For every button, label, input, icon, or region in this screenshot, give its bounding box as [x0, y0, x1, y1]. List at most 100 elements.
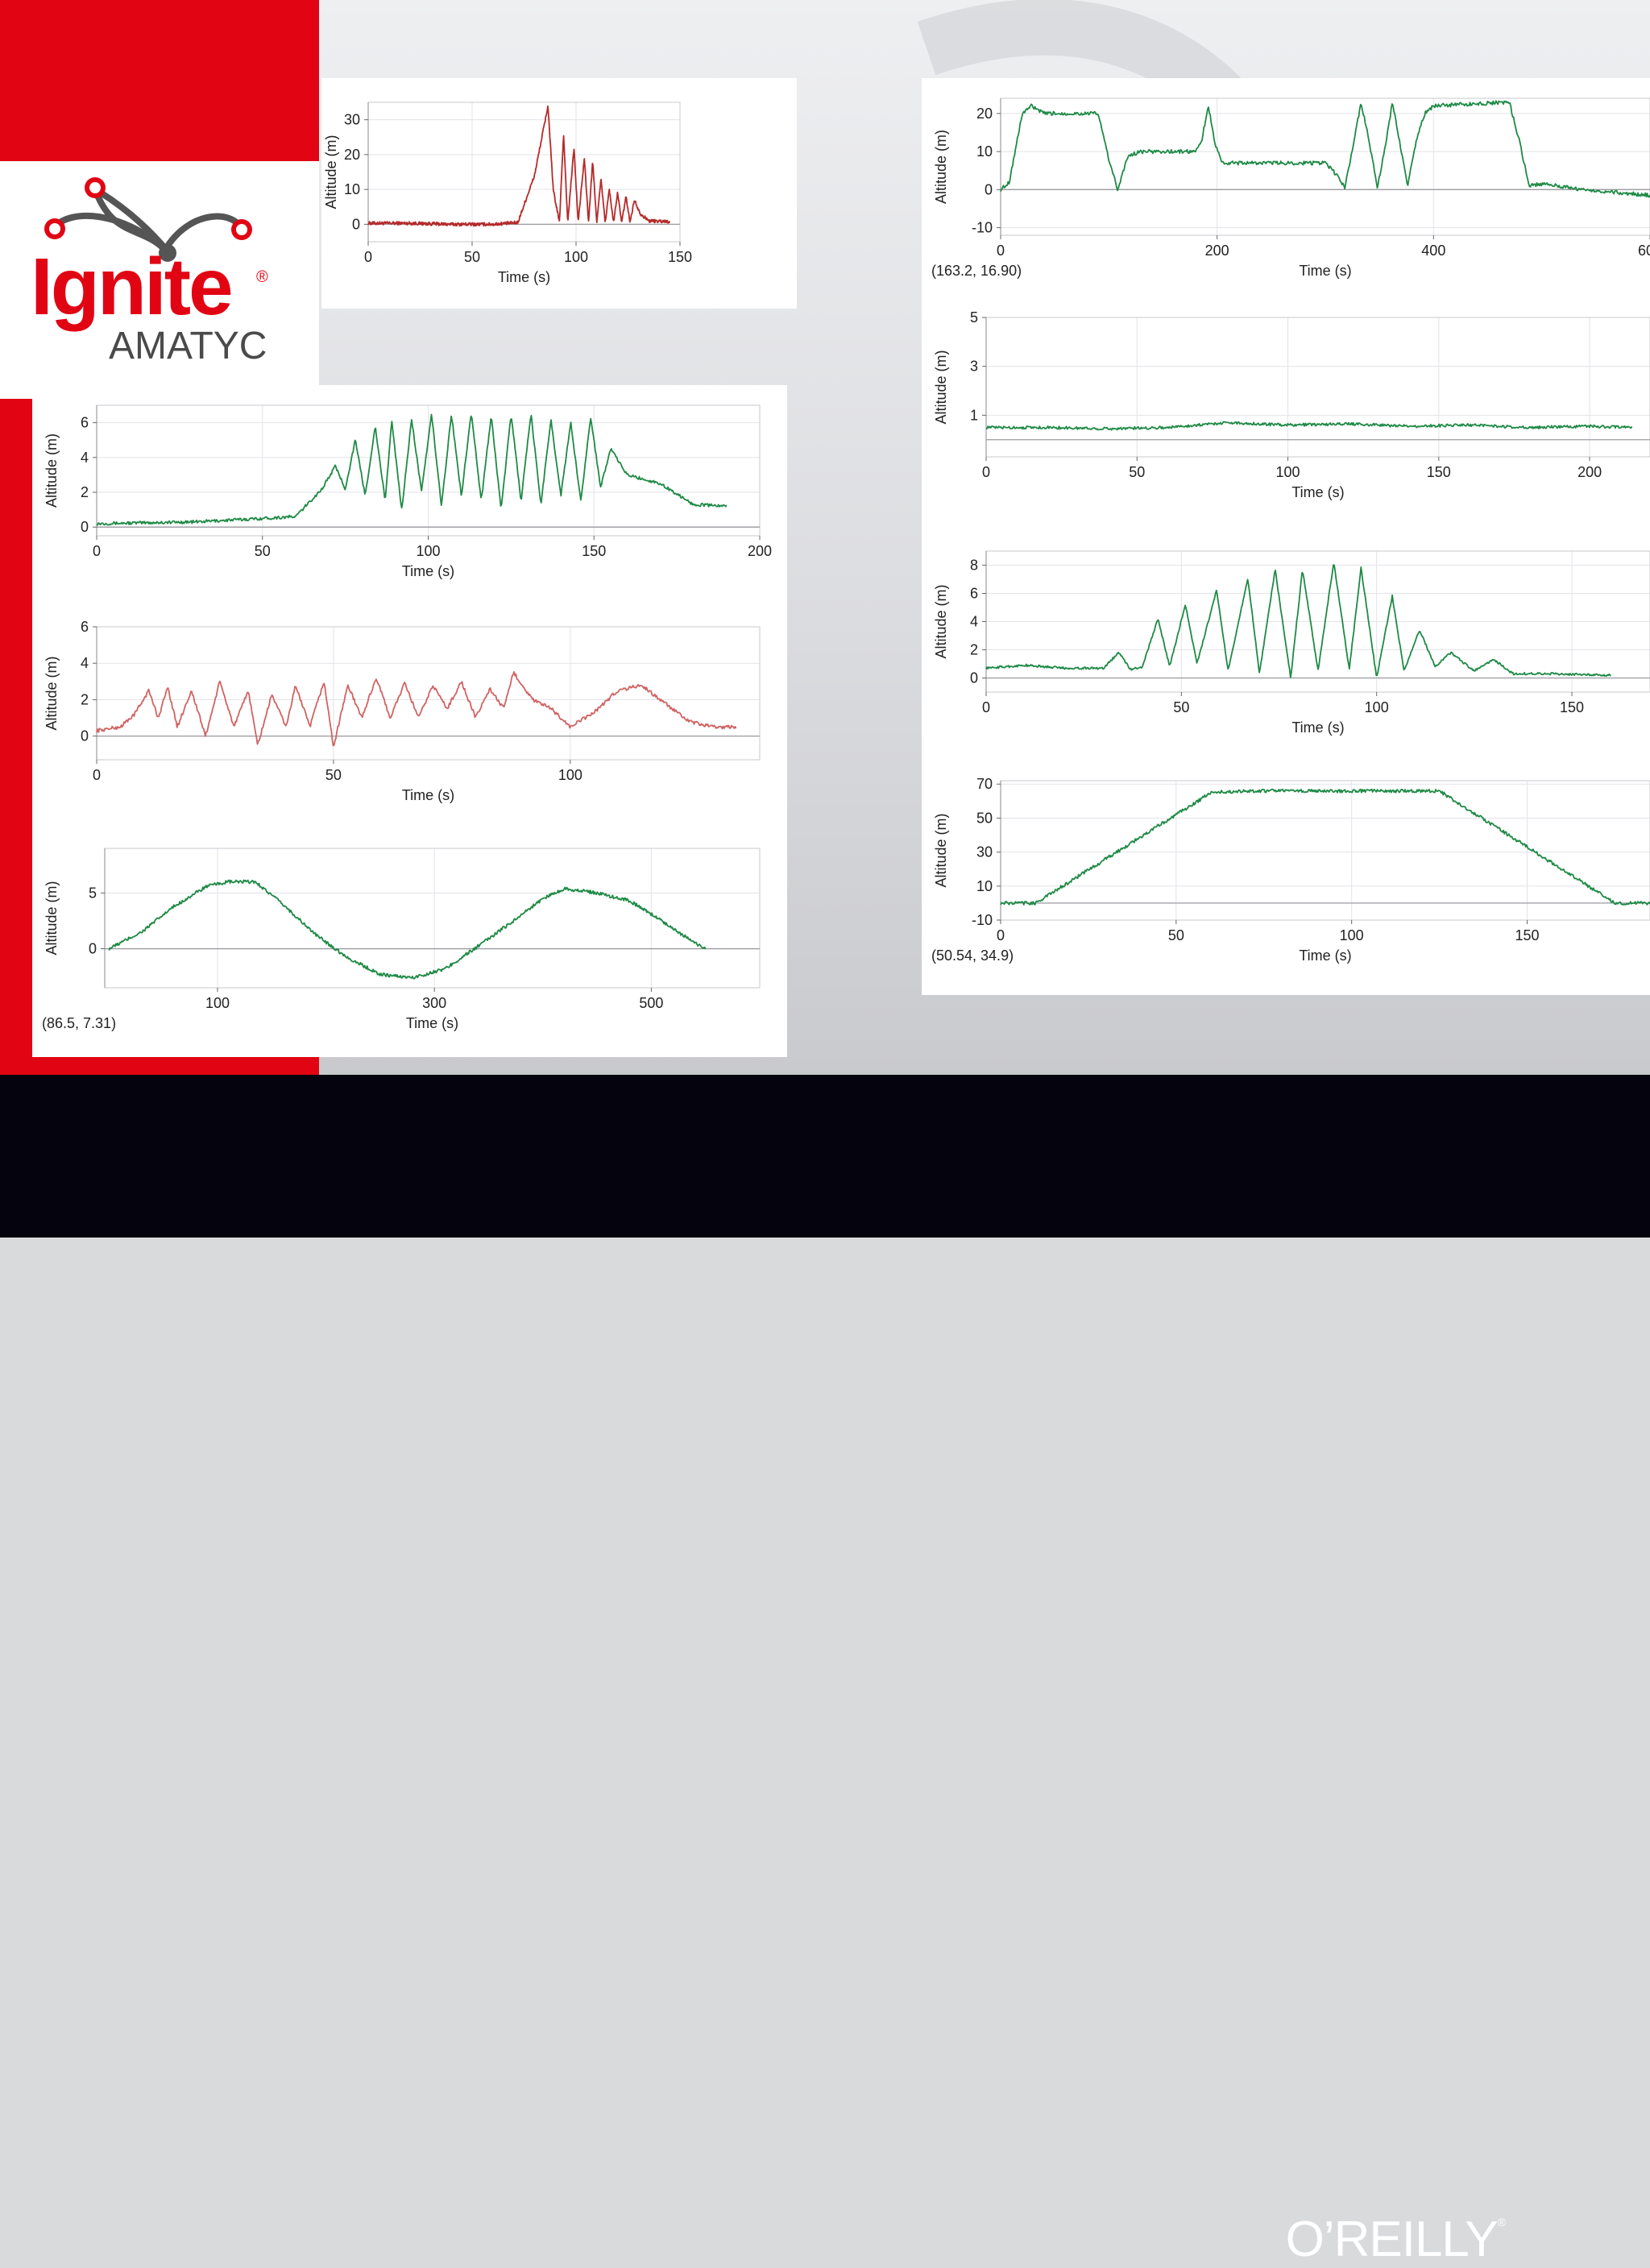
- x-tick-label: 100: [416, 543, 440, 559]
- chart-left1: 0 50 100 150 200 0 2 4 6 Time (s) Altitude (m): [44, 404, 772, 579]
- x-tick-label: 200: [748, 543, 772, 559]
- x-tick-label: 100: [1340, 927, 1364, 943]
- x-tick-label: 50: [325, 767, 342, 783]
- x-tick-label: 400: [1421, 243, 1445, 259]
- x-axis-title: Time (s): [1291, 484, 1344, 500]
- x-axis-title: Time (s): [402, 563, 454, 579]
- x-tick-label: 0: [982, 464, 990, 480]
- y-tick-label: 0: [81, 519, 89, 535]
- y-tick-label: 3: [970, 359, 978, 375]
- data-series-line: [985, 421, 1633, 431]
- red-left-bar: [0, 399, 32, 1075]
- x-tick-label: 50: [1129, 464, 1145, 480]
- x-tick-label: 200: [1205, 243, 1229, 259]
- x-axis-title: Time (s): [498, 269, 550, 285]
- x-tick-label: 150: [1515, 927, 1539, 943]
- plot-frame: [1000, 97, 1650, 236]
- x-tick-label: 150: [668, 249, 692, 265]
- chart-right2: 0 50 100 150 200 1 3 5 Time (s) Altitude (m): [933, 309, 1650, 500]
- logo-wordmark: Ignite: [31, 242, 231, 332]
- y-axis-title: Altitude (m): [933, 350, 949, 424]
- grid: [1000, 98, 1650, 235]
- x-tick-label: 50: [1168, 927, 1184, 943]
- x-tick-label: 500: [639, 995, 663, 1011]
- y-tick-label: 8: [970, 558, 978, 574]
- x-tick-label: 100: [1276, 464, 1300, 480]
- plot-frame: [104, 848, 761, 989]
- y-tick-label: 70: [976, 776, 993, 792]
- y-tick-label: 0: [352, 216, 360, 232]
- x-tick-label: 600: [1638, 243, 1650, 259]
- y-tick-label: 20: [976, 106, 993, 122]
- chart-right4: 0 50 100 150 -10 10 30 50 70 Time (s) Altitude (m)…: [931, 776, 1650, 964]
- x-tick-label: 0: [364, 249, 372, 265]
- plot-frame: [1000, 780, 1650, 921]
- y-tick-label: 50: [976, 810, 993, 826]
- logo-subtitle: AMATYC: [109, 325, 267, 367]
- footer-bar: O’REILLY®: [0, 1075, 1650, 2267]
- x-tick-label: 150: [582, 543, 606, 559]
- x-tick-label: 100: [564, 249, 588, 265]
- data-series-line: [1000, 100, 1650, 198]
- coordinate-readout: (86.5, 7.31): [42, 1015, 116, 1031]
- chart-left2: 0 50 100 0 2 4 6 Time (s) Altitude (m): [44, 619, 761, 803]
- plot-frame: [367, 102, 681, 243]
- y-tick-label: 2: [81, 484, 89, 500]
- y-axis-title: Altitude (m): [933, 813, 949, 887]
- y-tick-label: 20: [344, 147, 360, 163]
- x-axis-title: Time (s): [1291, 719, 1344, 736]
- grid: [96, 626, 760, 760]
- grid: [105, 848, 760, 988]
- oreilly-registered-mark: ®: [1497, 2216, 1506, 2229]
- y-tick-label: -10: [972, 220, 993, 236]
- y-axis-title: Altitude (m): [323, 135, 339, 209]
- x-axis-title: Time (s): [1299, 947, 1351, 964]
- x-axis-title: Time (s): [1299, 263, 1351, 279]
- y-tick-label: 0: [985, 181, 993, 197]
- chart-right3: 0 50 100 150 0 2 4 6 8 Time (s) Altitude (m): [933, 550, 1650, 736]
- grid: [985, 551, 1650, 692]
- x-tick-label: 100: [1365, 699, 1389, 715]
- ignite-logo: Ignite ® AMATYC: [31, 177, 268, 367]
- data-series-line: [1000, 788, 1650, 906]
- x-tick-label: 150: [1427, 464, 1451, 480]
- x-tick-label: 0: [997, 927, 1005, 943]
- x-tick-label: 200: [1577, 464, 1602, 480]
- x-tick-label: 150: [1560, 699, 1584, 715]
- coordinate-readout: (163.2, 16.90): [931, 263, 1022, 279]
- data-series-line: [367, 105, 670, 227]
- x-tick-label: 0: [982, 699, 990, 715]
- y-tick-label: 5: [970, 309, 978, 325]
- x-axis-title: Time (s): [406, 1015, 458, 1031]
- y-axis-title: Altitude (m): [44, 433, 60, 508]
- grid: [96, 405, 761, 536]
- y-tick-label: 0: [89, 941, 97, 957]
- y-axis-title: Altitude (m): [44, 881, 60, 955]
- y-axis-title: Altitude (m): [933, 130, 949, 204]
- x-tick-label: 0: [93, 543, 101, 559]
- red-corner-block: [0, 0, 319, 161]
- ignite-logo-box: Ignite ® AMATYC: [0, 161, 319, 399]
- y-tick-label: 6: [81, 415, 89, 431]
- top-chart-panel: 0 50 100 150 0 10 20 30 Time (s) Altitude (m): [321, 78, 797, 309]
- y-tick-label: 30: [976, 844, 993, 860]
- y-tick-label: 1: [970, 407, 978, 423]
- data-series-line: [985, 564, 1612, 678]
- oreilly-logo: O’REILLY®: [1286, 2211, 1506, 2268]
- x-tick-label: 100: [558, 767, 582, 783]
- y-tick-label: 4: [81, 450, 89, 466]
- grid: [985, 317, 1650, 457]
- y-axis-title: Altitude (m): [933, 584, 949, 658]
- chart-top: 0 50 100 150 0 10 20 30 Time (s) Altitude (m): [323, 102, 692, 285]
- x-tick-label: 0: [997, 243, 1005, 259]
- data-series-line: [96, 671, 737, 747]
- y-tick-label: 6: [970, 586, 978, 602]
- left-charts-panel: 0 50 100 150 200 0 2 4 6 Time (s) Altitude (m) 0 50…: [32, 385, 787, 1057]
- y-tick-label: 10: [976, 143, 993, 160]
- red-bottom-strip: [32, 1057, 319, 1075]
- plot-frame: [96, 626, 761, 761]
- x-tick-label: 50: [255, 543, 271, 559]
- x-tick-label: 100: [205, 995, 230, 1011]
